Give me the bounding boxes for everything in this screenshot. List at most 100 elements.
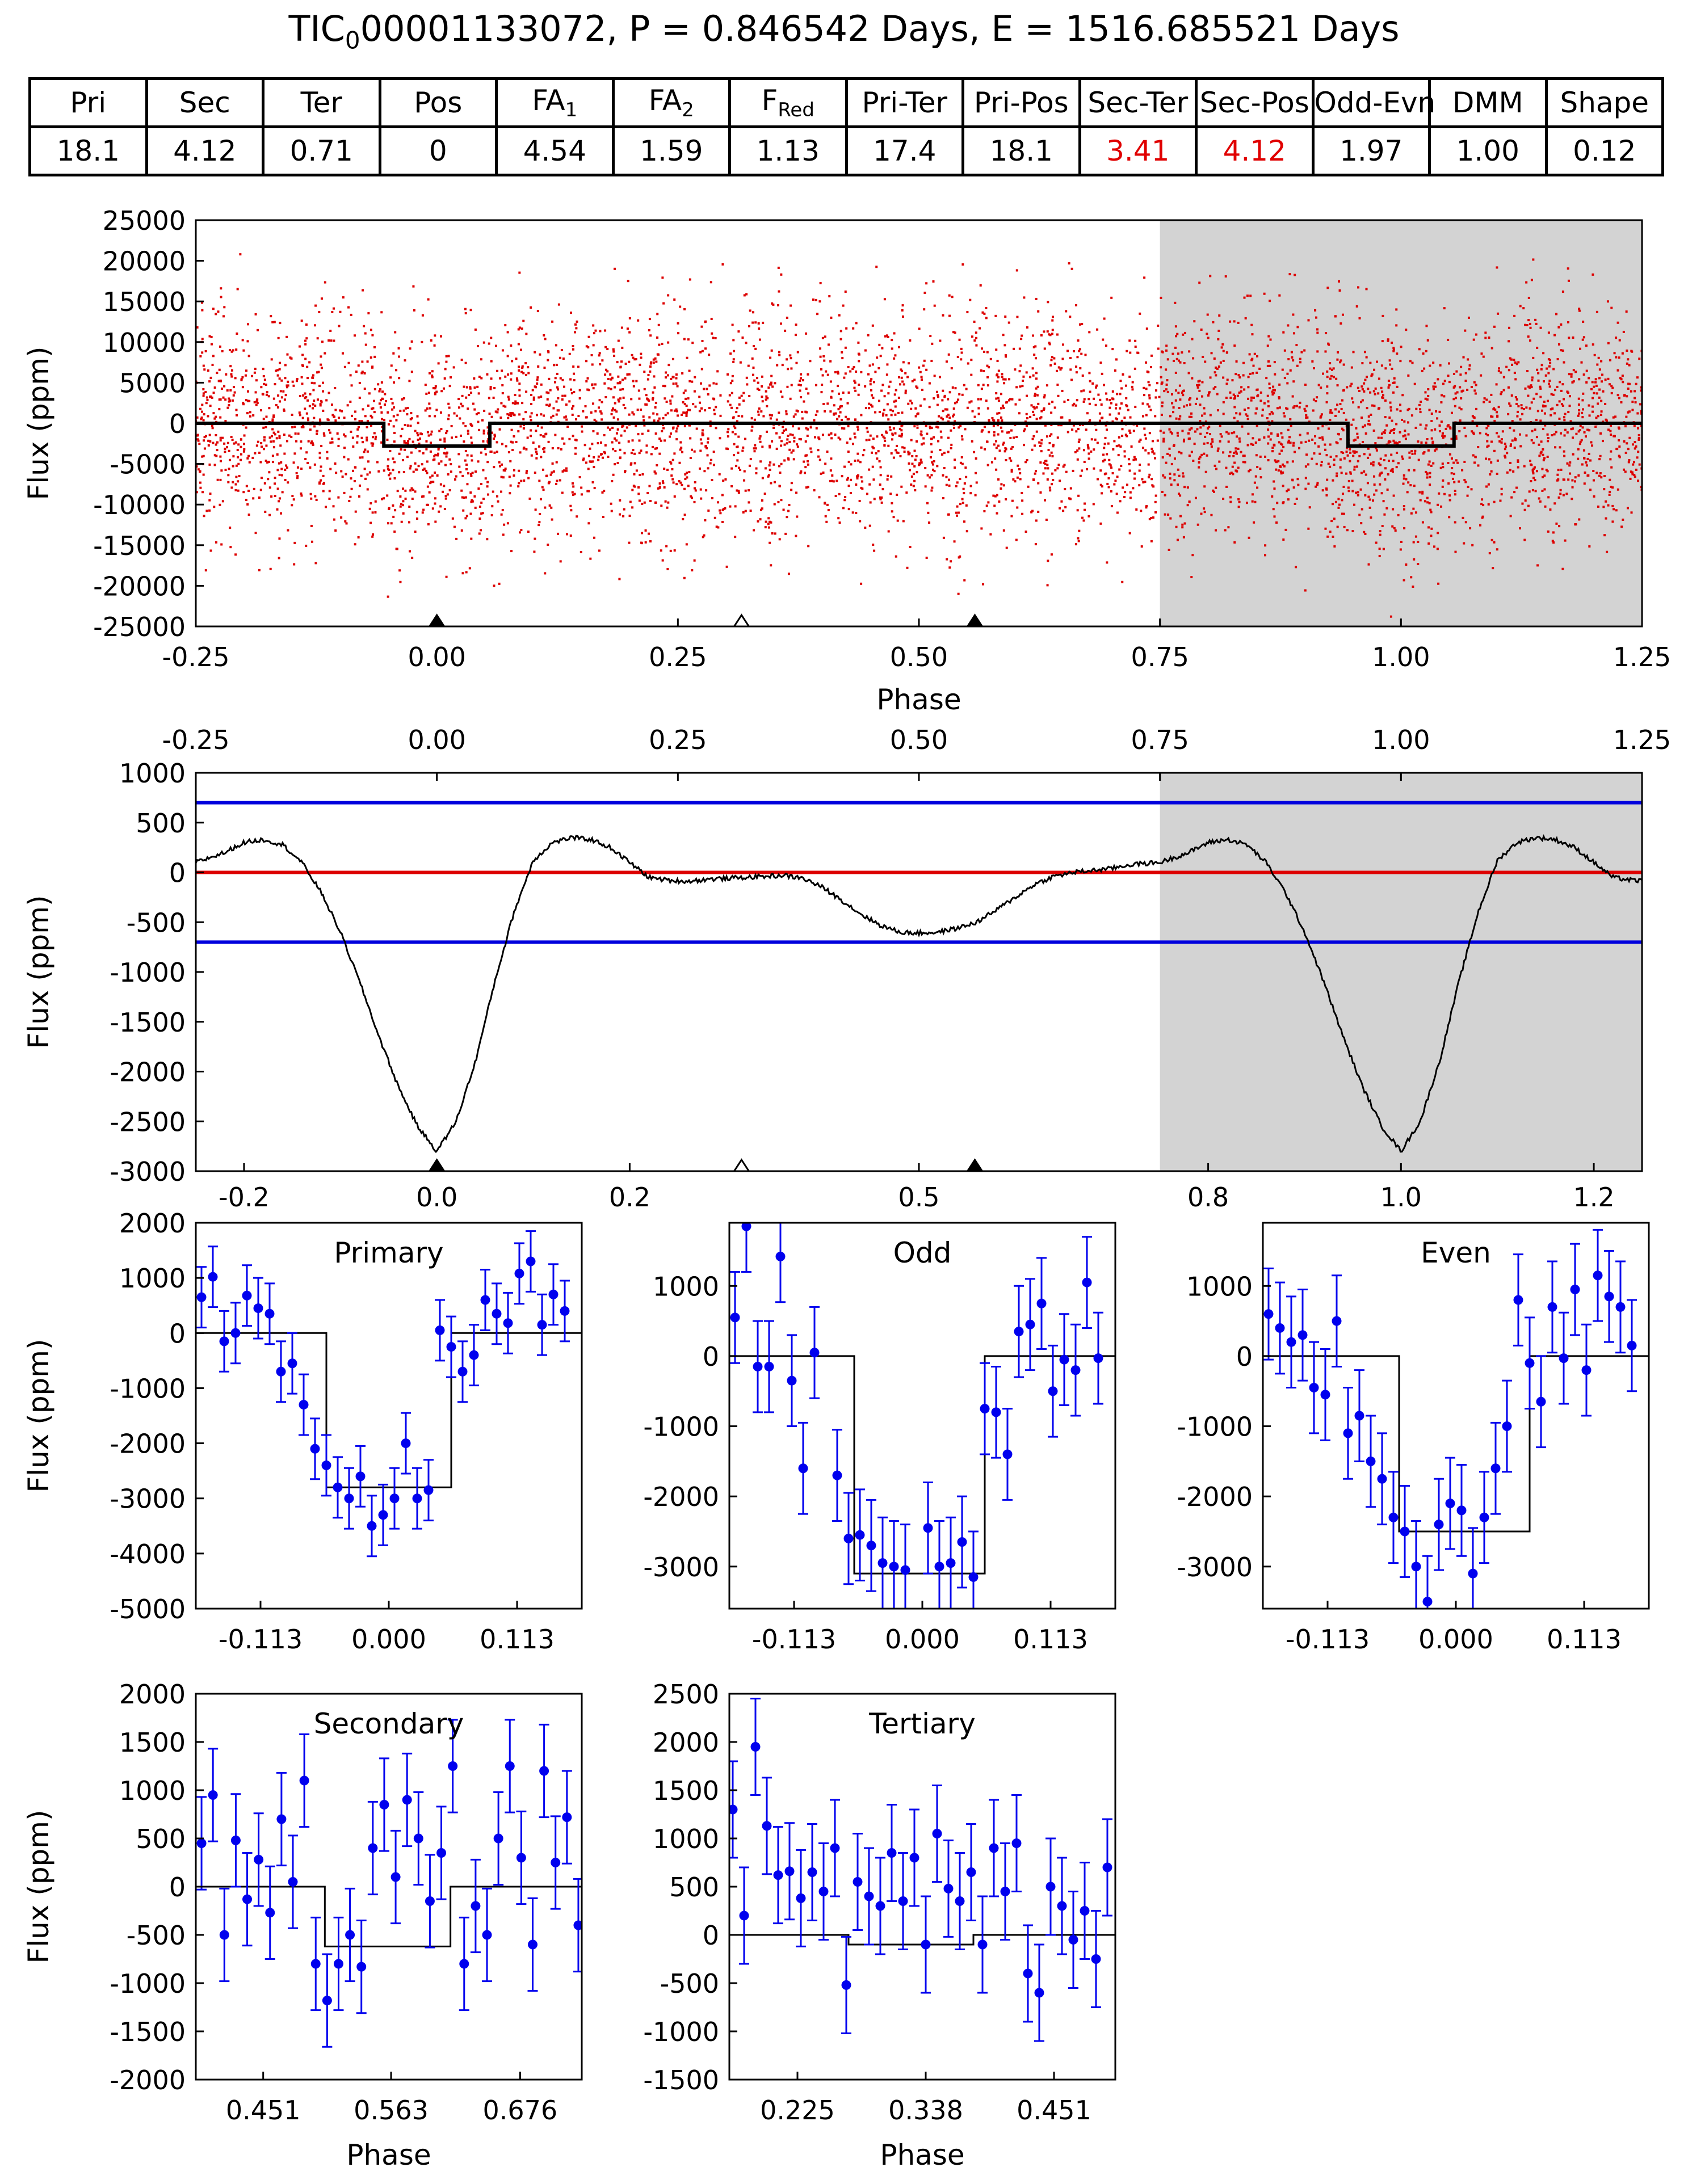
binned-series-group xyxy=(196,801,1642,1154)
binned-point xyxy=(1011,1838,1022,1848)
x-tick-label: 0.113 xyxy=(1013,1624,1088,1655)
binned-point xyxy=(1034,1988,1044,1998)
y-tick-label: 0 xyxy=(1236,1341,1253,1372)
x-tick-label: 0.000 xyxy=(351,1624,426,1655)
odd-data xyxy=(729,1223,1115,1609)
binned-point xyxy=(505,1761,515,1771)
binned-point xyxy=(253,1303,263,1314)
bottom-x-tick-label: 1.0 xyxy=(1380,1182,1422,1213)
binned-point xyxy=(196,1838,207,1848)
y-tick-label: 5000 xyxy=(119,368,186,398)
event-marker xyxy=(427,1158,446,1172)
y-tick-label: -500 xyxy=(127,907,186,938)
y-tick-label: 500 xyxy=(136,808,186,839)
binned-point xyxy=(288,1877,298,1887)
x-tick-label: 0.00 xyxy=(408,642,465,672)
binned-point xyxy=(436,1848,447,1858)
y-tick-label: 2000 xyxy=(119,1208,186,1239)
bottom-x-tick-label: 0.2 xyxy=(609,1182,650,1213)
y-tick-label: 10000 xyxy=(103,327,186,358)
binned-point xyxy=(208,1272,218,1282)
binned-point xyxy=(480,1295,490,1305)
binned-point xyxy=(321,1460,331,1470)
y-tick-label: -2000 xyxy=(643,1482,719,1512)
x-tick-label: 0.451 xyxy=(1017,2095,1091,2126)
binned-point xyxy=(923,1523,933,1533)
stats-value-dmm: 1.00 xyxy=(1428,125,1548,176)
binned-point xyxy=(832,1470,842,1480)
shaded-region xyxy=(1160,773,1642,1171)
y-tick-label: -25000 xyxy=(93,612,186,642)
binned-point xyxy=(968,1572,979,1582)
binned-point xyxy=(877,1558,888,1568)
x-tick-label: 0.113 xyxy=(1547,1624,1622,1655)
x-tick-label: 0.25 xyxy=(649,642,707,672)
binned-point xyxy=(1014,1327,1024,1337)
x-axis-label: Phase xyxy=(880,2139,964,2172)
event-marker xyxy=(965,613,984,628)
binned-point xyxy=(1593,1270,1603,1281)
bottom-x-tick-label: 0.8 xyxy=(1187,1182,1229,1213)
binned-point xyxy=(435,1325,445,1335)
binned-point xyxy=(1456,1505,1467,1516)
top-x-tick-label: 1.25 xyxy=(1613,725,1671,755)
stats-value-sec: 4.12 xyxy=(145,125,264,176)
binned-point xyxy=(900,1565,910,1575)
binned-point xyxy=(1091,1954,1101,1964)
binned-point xyxy=(457,1366,468,1377)
binned-point xyxy=(866,1541,876,1551)
binned-point xyxy=(943,1883,954,1893)
stats-header-fred: FRed xyxy=(728,77,848,128)
binned-point xyxy=(526,1256,536,1266)
x-tick-label: 0.563 xyxy=(354,2095,429,2126)
binned-point xyxy=(764,1361,774,1371)
x-tick-label: -0.113 xyxy=(219,1624,303,1655)
binned-point xyxy=(855,1530,865,1540)
stats-header-sec: Sec xyxy=(145,77,264,128)
binned-point xyxy=(1025,1319,1035,1329)
binned-point xyxy=(299,1400,309,1410)
binned-point xyxy=(412,1493,422,1504)
stats-value-sec-pos: 4.12 xyxy=(1195,125,1315,176)
binned-point xyxy=(1343,1428,1353,1438)
binned-point xyxy=(991,1407,1001,1417)
binned-point xyxy=(1048,1386,1058,1396)
x-tick-label: 0.50 xyxy=(890,642,948,672)
secondary-data xyxy=(196,1719,582,2048)
y-tick-label: 1000 xyxy=(1186,1271,1253,1302)
x-tick-label: -0.113 xyxy=(1286,1624,1370,1655)
tertiary-title: Tertiary xyxy=(868,1707,976,1740)
binned-point xyxy=(729,1804,738,1815)
binned-point xyxy=(989,1843,999,1853)
binned-point xyxy=(818,1887,829,1896)
tertiary-data xyxy=(729,1698,1115,2042)
x-axis-label: Phase xyxy=(346,2139,431,2172)
binned-point xyxy=(471,1901,481,1911)
binned-point xyxy=(980,1404,990,1414)
y-tick-label: 2500 xyxy=(653,1679,719,1710)
binned-point xyxy=(1479,1512,1489,1522)
y-axis-label: Flux (ppm) xyxy=(22,1339,55,1492)
binned-point xyxy=(1547,1302,1557,1312)
bottom-x-tick-label: 0.5 xyxy=(898,1182,939,1213)
stats-value-fa1: 4.54 xyxy=(495,125,615,176)
binned-point xyxy=(230,1328,241,1338)
secondary-model-line xyxy=(196,1886,582,1947)
binned-point xyxy=(1570,1284,1580,1294)
binned-point xyxy=(762,1821,772,1831)
x-tick-label: 1.00 xyxy=(1372,642,1430,672)
y-tick-label: 1000 xyxy=(653,1271,719,1302)
binned-point xyxy=(1502,1421,1512,1432)
stats-table: Pri Sec Ter Pos FA1 FA2 FRed Pri-Ter Pri… xyxy=(28,77,1664,176)
stats-header-sec-pos: Sec-Pos xyxy=(1195,77,1315,128)
top-x-tick-label: 0.75 xyxy=(1131,725,1189,755)
binned-point xyxy=(242,1290,252,1301)
stats-header-fa2: FA2 xyxy=(611,77,731,128)
x-tick-label: 0.113 xyxy=(480,1624,555,1655)
binned-point xyxy=(1604,1291,1614,1302)
binned-point xyxy=(413,1833,423,1844)
y-tick-label: -3000 xyxy=(110,1156,186,1187)
binned-point xyxy=(548,1289,559,1299)
stats-value-pri-ter: 17.4 xyxy=(845,125,964,176)
